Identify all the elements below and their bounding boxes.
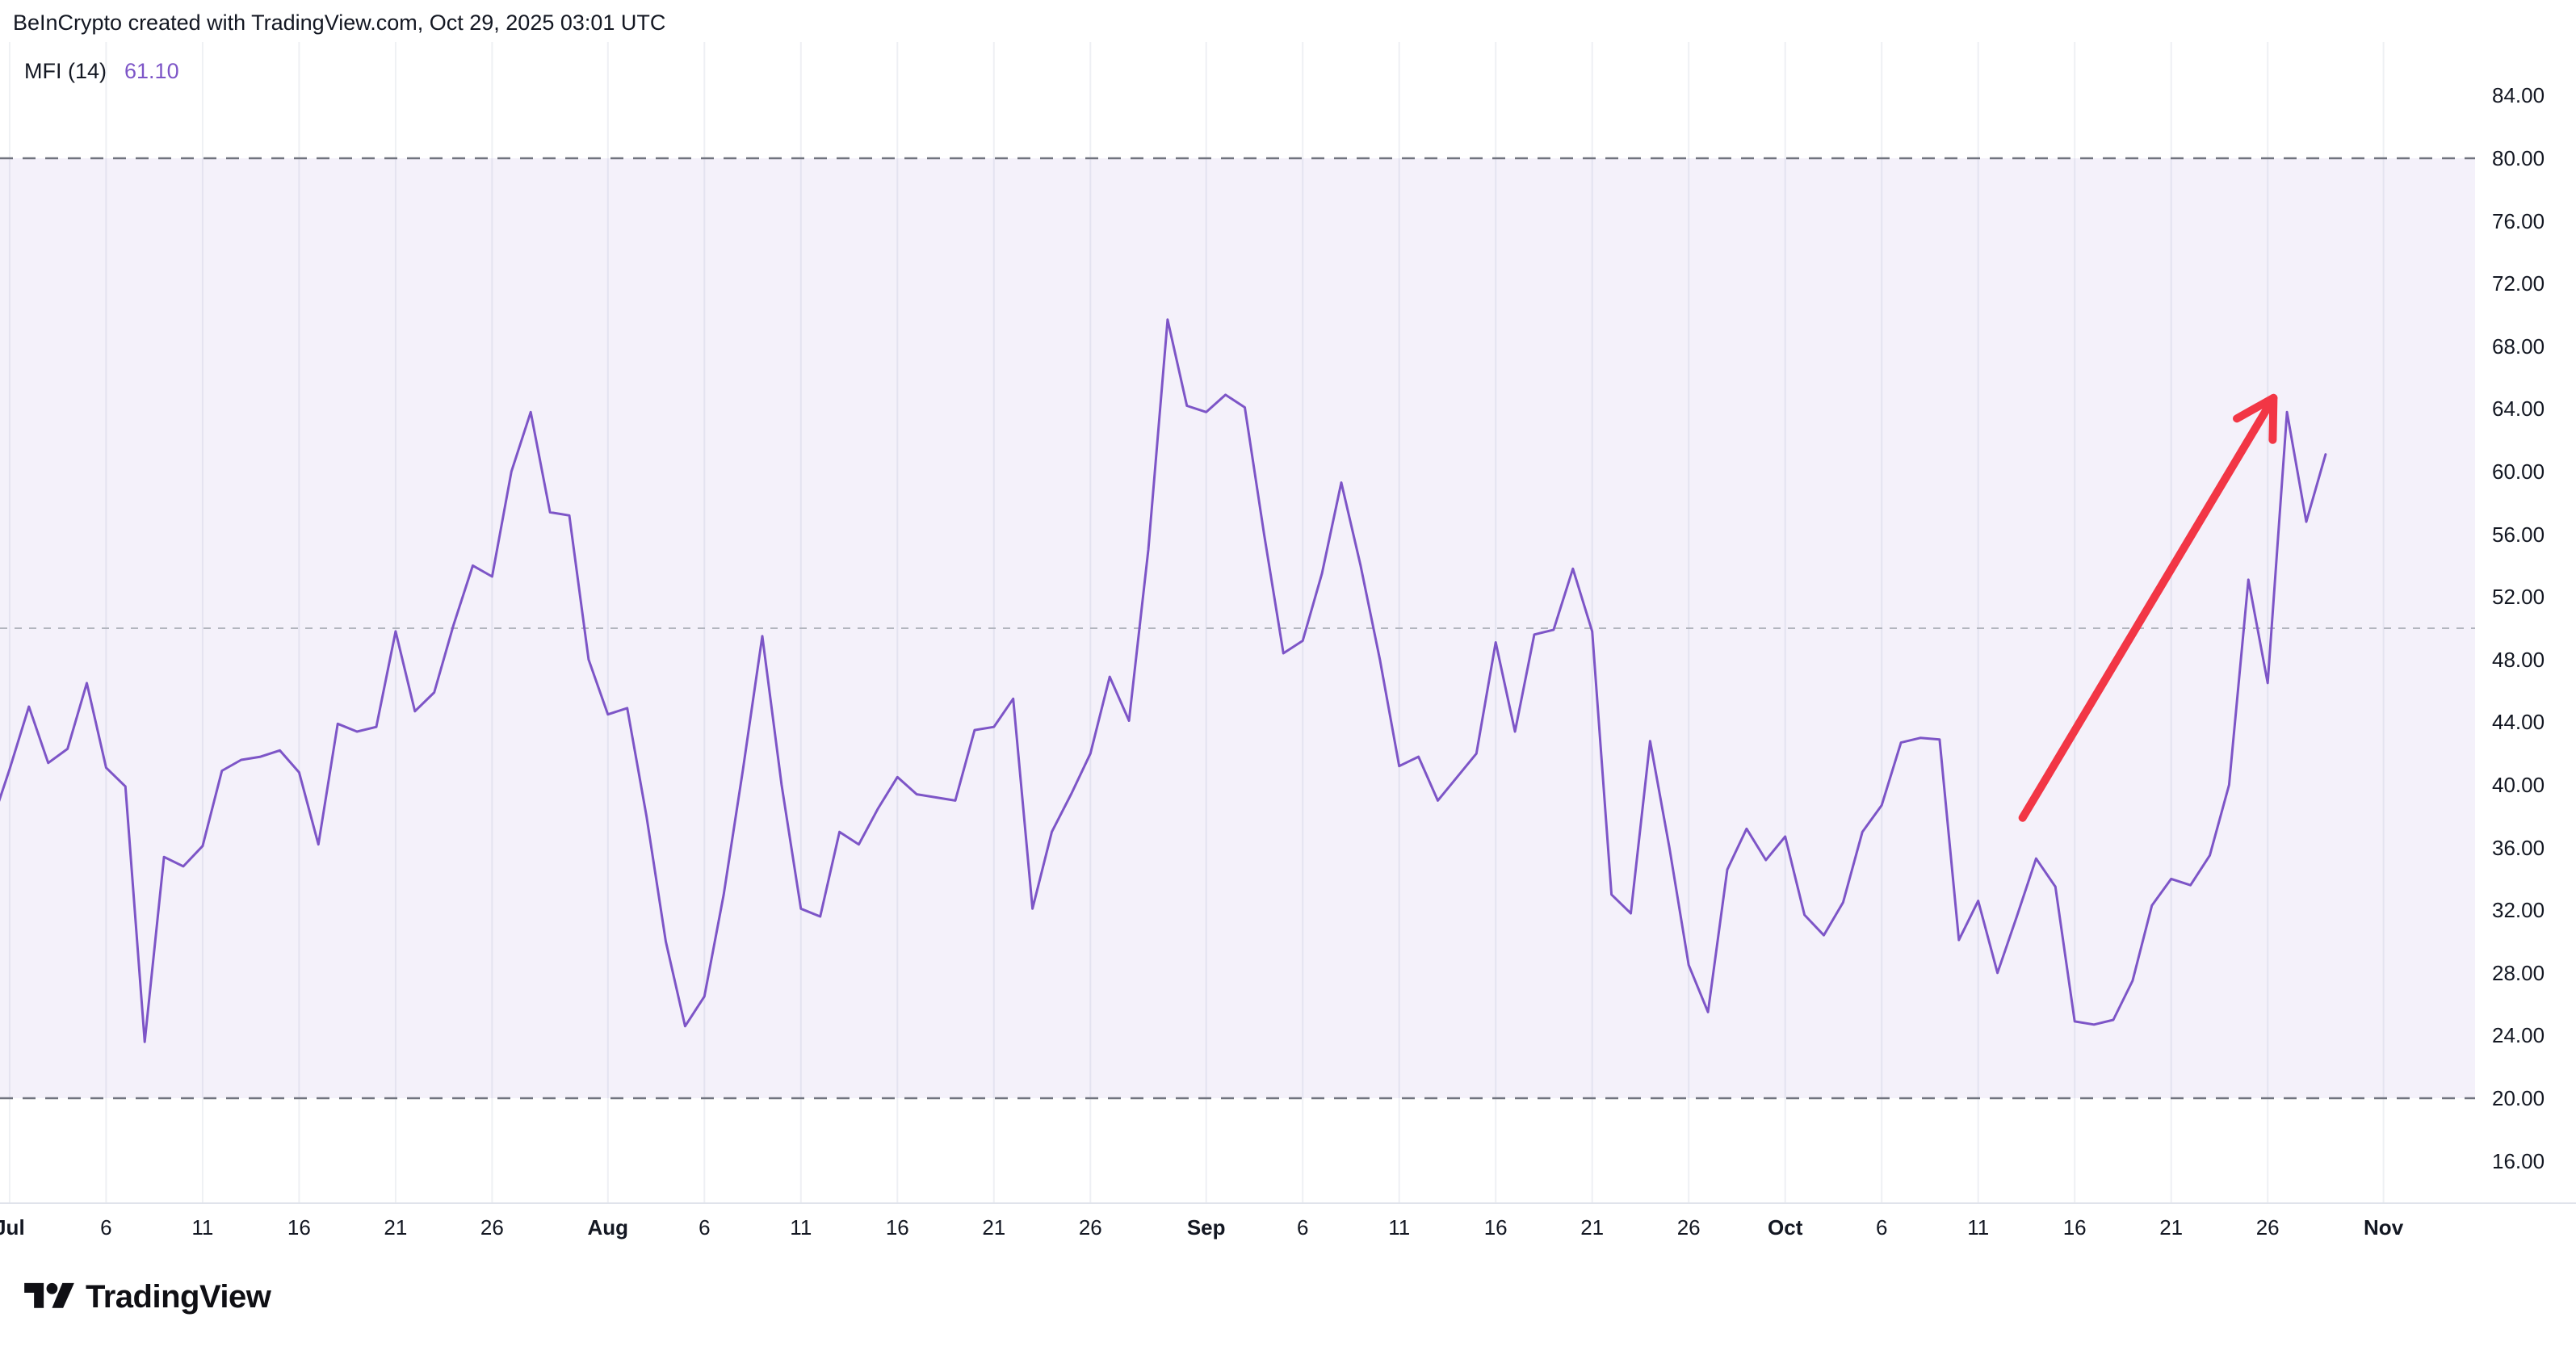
time-axis-label: 21 (1580, 1215, 1605, 1240)
time-axis-label: 21 (2159, 1215, 2184, 1240)
indicator-value: 61.10 (124, 59, 179, 83)
time-axis-label: 6 (699, 1215, 711, 1240)
time-axis-label: Nov (2364, 1215, 2404, 1240)
time-axis-label: 11 (1967, 1215, 1990, 1240)
time-axis-label: Jul (0, 1215, 25, 1240)
trend-arrow-shaft (2018, 393, 2278, 822)
price-axis-label: 68.00 (2492, 334, 2545, 359)
time-axis-label: 11 (191, 1215, 214, 1240)
time-axis-label: Oct (1768, 1215, 1803, 1240)
price-axis-label: 56.00 (2492, 522, 2545, 547)
time-axis-label: 26 (1676, 1215, 1701, 1240)
tradingview-logo-icon (24, 1282, 74, 1308)
time-axis-label: 26 (480, 1215, 504, 1240)
price-axis-label: 36.00 (2492, 835, 2545, 860)
price-axis-label: 40.00 (2492, 773, 2545, 797)
attribution-header: BeInCrypto created with TradingView.com,… (13, 10, 666, 35)
time-axis-label: Aug (587, 1215, 629, 1240)
price-axis-label: 64.00 (2492, 396, 2545, 422)
mfi-line (0, 318, 2327, 1043)
price-axis-label: 60.00 (2492, 459, 2545, 484)
indicator-name: MFI (14) (24, 59, 107, 83)
time-axis-label: 16 (885, 1215, 909, 1240)
time-axis-label: 6 (1296, 1215, 1309, 1240)
price-axis-label: 24.00 (2492, 1023, 2545, 1048)
price-axis-label: 20.00 (2492, 1086, 2545, 1110)
time-axis-label: 16 (2062, 1215, 2087, 1240)
indicator-legend[interactable]: MFI (14) 61.10 (24, 58, 179, 84)
price-axis-label: 84.00 (2492, 83, 2545, 108)
price-axis-label: 48.00 (2492, 647, 2545, 672)
price-axis-label: 32.00 (2492, 898, 2545, 923)
time-axis-label: 16 (287, 1215, 311, 1240)
price-axis-label: 52.00 (2492, 585, 2545, 610)
time-axis-label: 11 (1388, 1215, 1411, 1240)
tradingview-logo-text: TradingView (86, 1279, 271, 1315)
time-axis-label: 16 (1483, 1215, 1508, 1240)
price-axis-label: 16.00 (2492, 1148, 2545, 1173)
price-axis-label: 28.00 (2492, 960, 2545, 985)
time-axis-label: 21 (982, 1215, 1006, 1240)
price-axis-label: 44.00 (2492, 710, 2545, 735)
trend-arrow-head (2233, 393, 2278, 444)
time-axis-label: 26 (2255, 1215, 2280, 1240)
time-axis-label: 21 (384, 1215, 408, 1240)
time-axis-label: 11 (790, 1215, 812, 1240)
trend-arrow[interactable] (2018, 393, 2278, 822)
vertical-gridlines (8, 42, 2385, 1203)
time-axis-label: 6 (1875, 1215, 1888, 1240)
time-axis-label: 6 (100, 1215, 112, 1240)
time-axis-label: Sep (1186, 1215, 1226, 1240)
price-axis-label: 76.00 (2492, 208, 2545, 233)
time-axis-label: 26 (1078, 1215, 1102, 1240)
tradingview-logo[interactable]: TradingView (24, 1277, 271, 1316)
price-axis-label: 72.00 (2492, 271, 2545, 296)
price-axis-label: 80.00 (2492, 146, 2545, 170)
